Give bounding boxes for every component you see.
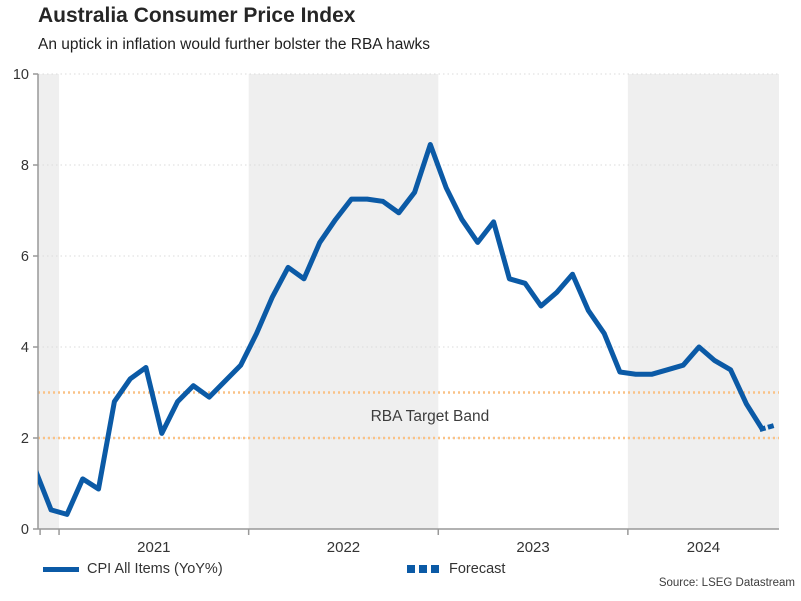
legend-label-forecast: Forecast <box>449 561 506 577</box>
solid-line-swatch-icon <box>43 566 79 572</box>
y-tick-label: 2 <box>21 431 29 447</box>
cpi-series-line <box>38 142 765 517</box>
rba-target-band-label: RBA Target Band <box>371 408 490 425</box>
chart-subtitle: An uptick in inflation would further bol… <box>38 36 431 53</box>
legend-item-cpi: CPI All Items (YoY%) <box>43 556 223 582</box>
y-tick-label: 6 <box>21 249 29 265</box>
year-shading-band <box>627 74 779 529</box>
chart-title: Australia Consumer Price Index <box>38 4 356 27</box>
legend-item-forecast: Forecast <box>407 556 505 582</box>
x-year-label: 2022 <box>327 539 360 556</box>
source-credit: Source: LSEG Datastream <box>658 577 795 589</box>
legend: CPI All Items (YoY%) Forecast <box>0 556 801 582</box>
y-tick-label: 10 <box>13 67 29 83</box>
year-shading-band <box>38 74 60 529</box>
legend-label-cpi: CPI All Items (YoY%) <box>87 561 223 577</box>
x-year-label: 2023 <box>516 539 549 556</box>
dotted-line-swatch-icon <box>407 565 439 573</box>
forecast-series-line <box>759 421 779 432</box>
x-year-label: 2021 <box>137 539 170 556</box>
y-tick-label: 0 <box>21 522 29 538</box>
y-tick-label: 8 <box>21 158 29 174</box>
y-tick-label: 4 <box>21 340 29 356</box>
year-shading-band <box>248 74 439 529</box>
x-year-label: 2024 <box>687 539 720 556</box>
